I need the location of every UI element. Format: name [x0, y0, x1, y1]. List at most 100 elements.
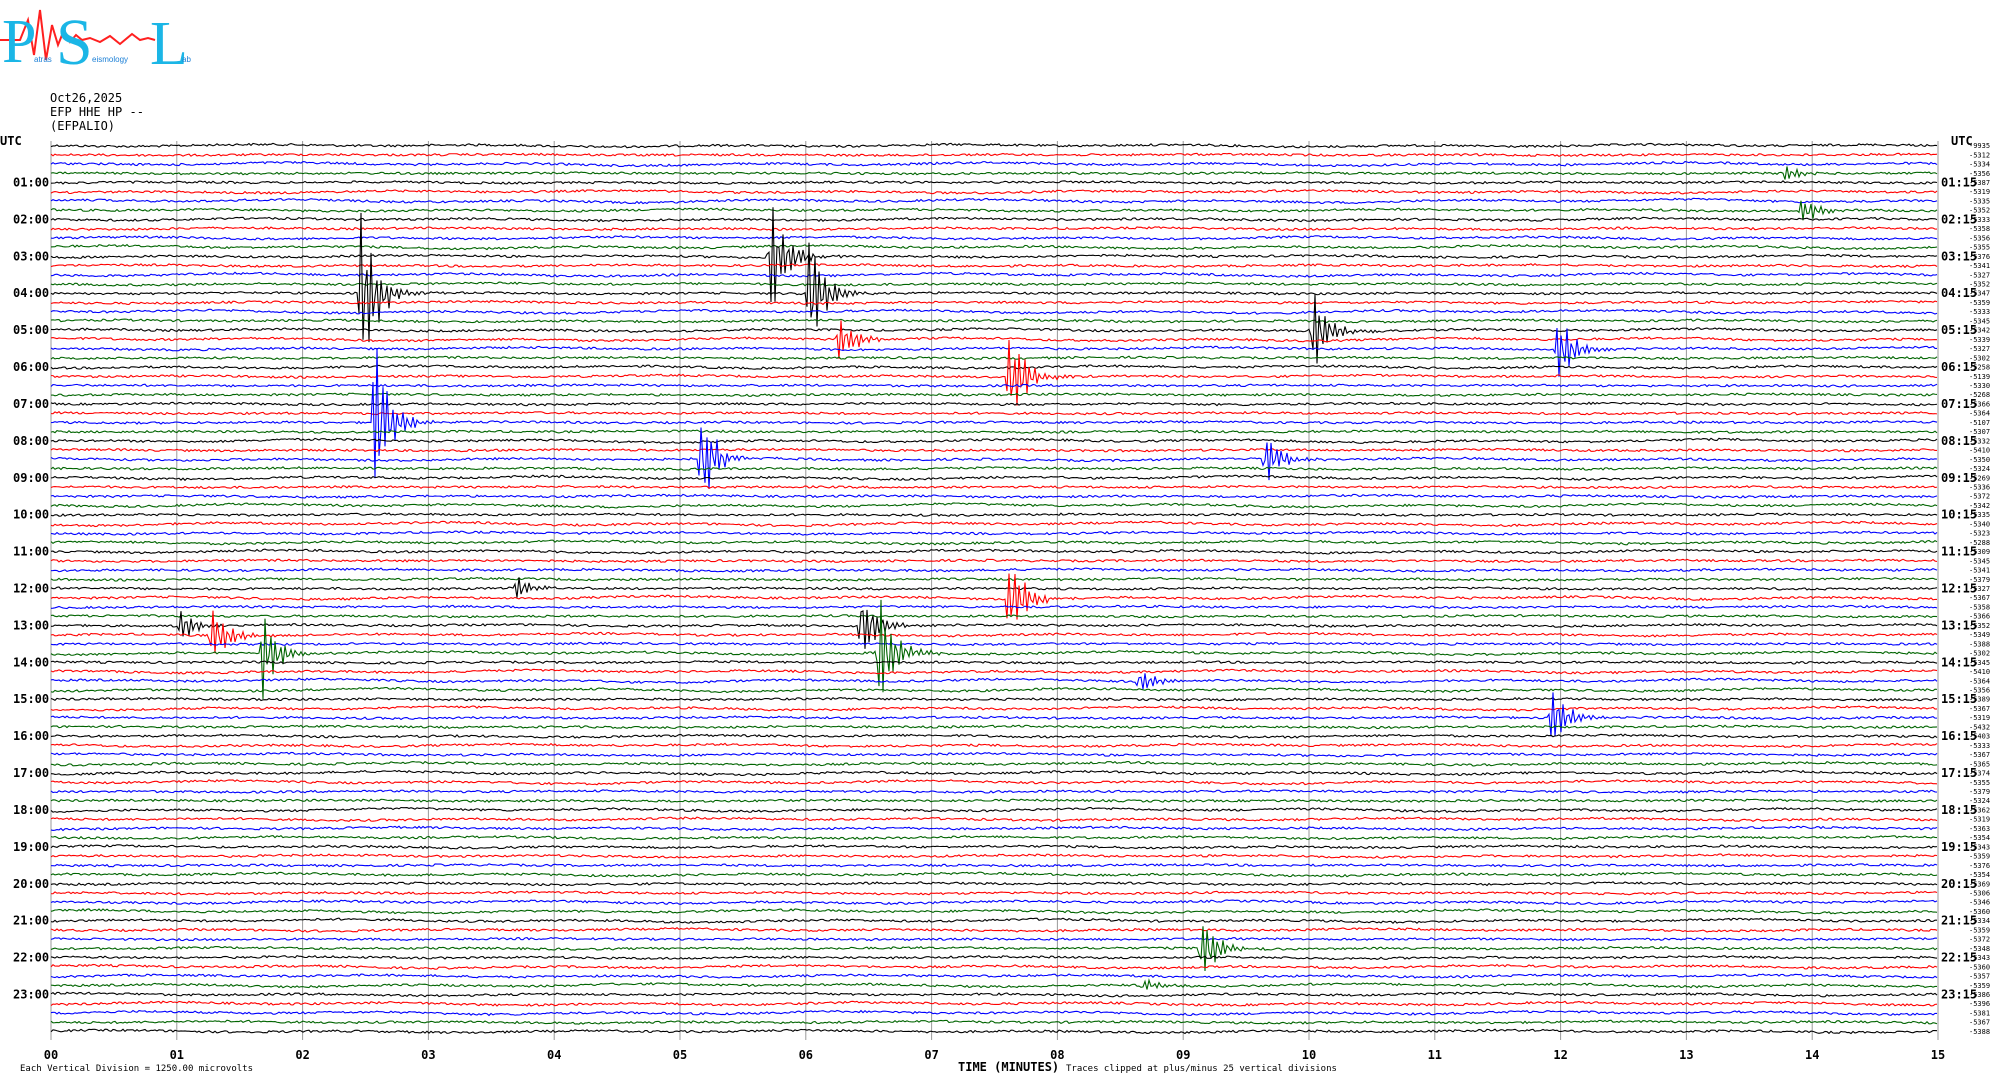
seismic-trace	[50, 226, 1938, 232]
seismic-trace	[50, 1028, 1938, 1035]
trace-offset-label: -5288	[1969, 539, 1990, 547]
seismic-trace	[50, 160, 1938, 168]
trace-offset-label: -5333	[1969, 308, 1990, 316]
left-axis-title: UTC	[0, 134, 22, 148]
hour-label-left: 23:00	[13, 988, 49, 1002]
trace-offset-label: -5366	[1969, 401, 1990, 409]
trace-offset-label: -5342	[1969, 502, 1990, 510]
seismic-trace	[50, 271, 1938, 278]
trace-offset-label: -5333	[1969, 216, 1990, 224]
hour-label-left: 06:00	[13, 360, 49, 374]
trace-offset-label: -5364	[1969, 677, 1990, 685]
seismic-trace	[50, 798, 1938, 803]
x-tick-label: 02	[295, 1048, 309, 1062]
hour-label-left: 14:00	[13, 655, 49, 669]
seismic-trace	[51, 340, 1938, 406]
trace-offset-label: -5389	[1969, 696, 1990, 704]
seismic-trace	[50, 1009, 1938, 1017]
seismic-trace	[50, 520, 1938, 528]
x-tick-label: 06	[799, 1048, 813, 1062]
hour-label-right: 07:15	[1941, 397, 1977, 411]
trace-offset-label: -5410	[1969, 447, 1990, 455]
trace-offset-label: -5358	[1969, 225, 1990, 233]
seismic-trace	[50, 539, 1938, 546]
trace-offset-label: -5364	[1969, 410, 1990, 418]
seismic-trace	[50, 696, 1938, 702]
hour-label-right: 19:15	[1941, 840, 1977, 854]
header-site: (EFPALIO)	[50, 119, 116, 133]
x-tick-label: 09	[1176, 1048, 1190, 1062]
seismic-trace	[50, 724, 1938, 730]
seismic-trace	[50, 347, 1938, 479]
trace-offset-label: -5302	[1969, 650, 1990, 658]
seismic-trace	[50, 502, 1938, 509]
seismic-trace	[50, 871, 1938, 878]
trace-offset-label: -5354	[1969, 871, 1990, 879]
trace-offset-label: -5324	[1969, 797, 1990, 805]
trace-offset-label: -5388	[1969, 640, 1990, 648]
trace-offset-label: -5345	[1969, 557, 1990, 565]
hour-label-right: 21:15	[1941, 914, 1977, 928]
seismic-trace	[50, 742, 1938, 749]
seismic-trace	[50, 447, 1937, 453]
trace-offset-label: -5269	[1969, 474, 1990, 482]
hour-label-right: 10:15	[1941, 508, 1977, 522]
seismic-trace	[50, 978, 1938, 990]
trace-offset-label: -5339	[1969, 336, 1990, 344]
trace-offset-label: -5335	[1969, 511, 1990, 519]
hour-label-right: 05:15	[1941, 323, 1977, 337]
seismic-trace	[50, 937, 1938, 942]
trace-offset-label: -5396	[1969, 1000, 1990, 1008]
hour-label-right: 04:15	[1941, 286, 1977, 300]
hour-label-left: 21:00	[13, 914, 49, 928]
seismic-trace	[50, 991, 1938, 998]
trace-offset-label: -5359	[1969, 299, 1990, 307]
seismic-trace	[50, 465, 1938, 471]
trace-offset-label: -5342	[1969, 327, 1990, 335]
trace-offset-label: -5302	[1969, 354, 1990, 362]
trace-offset-label: -5350	[1969, 456, 1990, 464]
x-axis-label: TIME (MINUTES)	[958, 1060, 1059, 1074]
hour-label-left: 01:00	[13, 176, 49, 190]
seismic-trace	[50, 512, 1938, 517]
trace-offset-label: -5367	[1969, 1019, 1990, 1027]
hour-label-right: 14:15	[1941, 655, 1977, 669]
trace-offset-label: -5347	[1969, 290, 1990, 298]
trace-offset-label: -5356	[1969, 687, 1990, 695]
x-tick-label: 01	[170, 1048, 184, 1062]
trace-offset-label: -5107	[1969, 419, 1990, 427]
trace-offset-label: -5323	[1969, 530, 1990, 538]
seismic-trace	[50, 197, 1938, 205]
trace-offset-label: -5345	[1969, 659, 1990, 667]
trace-offset-label: -5355	[1969, 244, 1990, 252]
seismic-trace	[50, 668, 1938, 675]
trace-offset-label: -5362	[1969, 806, 1990, 814]
trace-offset-label: -5330	[1969, 382, 1990, 390]
trace-offset-label: -5360	[1969, 908, 1990, 916]
seismic-trace	[50, 609, 1938, 649]
x-tick-label: 00	[44, 1048, 58, 1062]
trace-offset-label: -5327	[1969, 585, 1990, 593]
x-tick-label: 13	[1679, 1048, 1693, 1062]
seismic-trace	[50, 610, 1938, 654]
trace-offset-label: -5349	[1969, 631, 1990, 639]
vertical-division-note: Each Vertical Division = 1250.00 microvo…	[20, 1064, 253, 1074]
seismic-trace	[50, 558, 1938, 564]
seismic-trace	[50, 705, 1938, 712]
seismic-trace	[50, 573, 1938, 620]
seismic-trace	[50, 392, 1938, 397]
x-tick-label: 15	[1931, 1048, 1945, 1062]
logo-letter-s: S	[56, 6, 93, 75]
seismic-trace	[50, 890, 1938, 896]
trace-offset-label: -5319	[1969, 188, 1990, 196]
seismic-trace	[50, 474, 1938, 482]
seismic-trace	[50, 660, 1938, 665]
seismic-trace	[50, 364, 1938, 370]
trace-offset-label: -5372	[1969, 936, 1990, 944]
seismic-trace	[50, 530, 1938, 536]
seismic-trace	[50, 926, 1938, 972]
seismic-trace	[50, 235, 1938, 241]
trace-offset-label: -5348	[1969, 945, 1990, 953]
seismic-trace	[50, 567, 1938, 573]
